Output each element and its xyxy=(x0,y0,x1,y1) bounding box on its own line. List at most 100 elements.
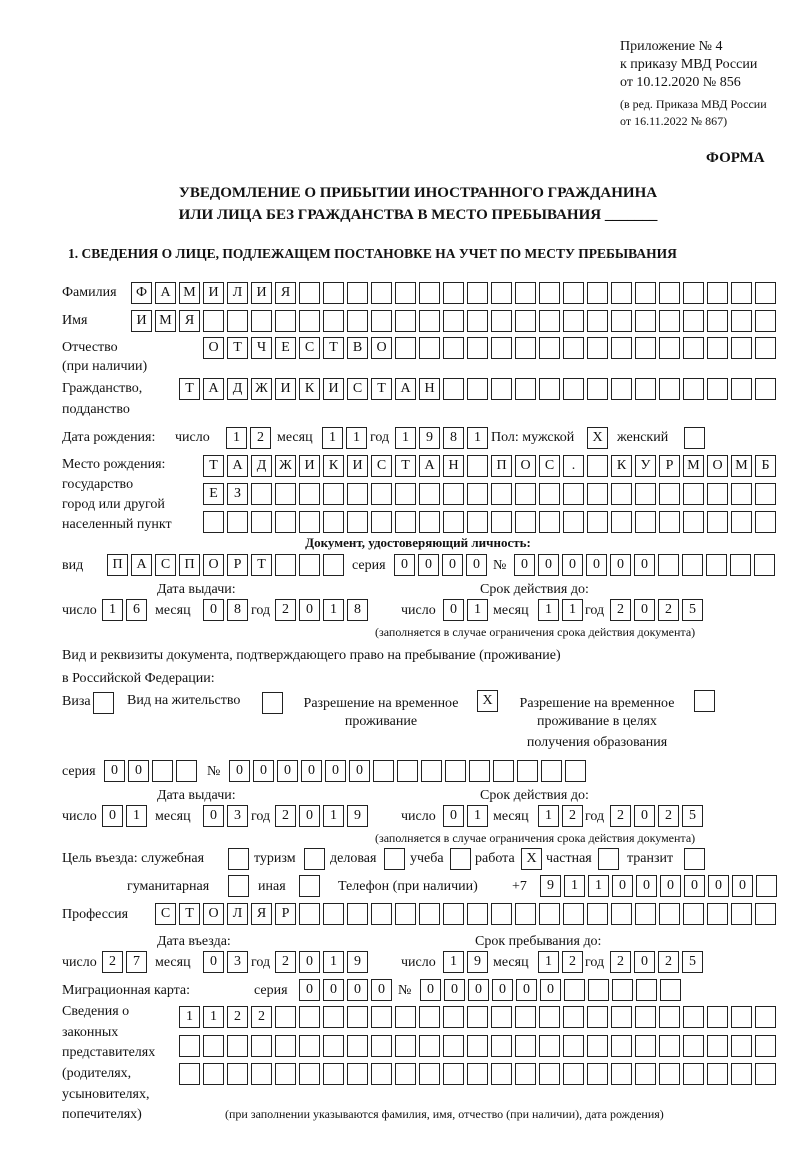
char-cell[interactable]: Р xyxy=(659,455,680,477)
char-cell[interactable] xyxy=(227,511,248,533)
char-cell[interactable] xyxy=(612,979,633,1001)
char-cell[interactable] xyxy=(395,1063,416,1085)
char-cell[interactable]: С xyxy=(155,554,176,576)
char-cell[interactable]: 0 xyxy=(466,554,487,576)
char-cell[interactable] xyxy=(323,554,344,576)
char-cell[interactable]: 0 xyxy=(684,875,705,897)
char-cell[interactable]: У xyxy=(635,455,656,477)
char-cell[interactable] xyxy=(707,1006,728,1028)
char-cell[interactable] xyxy=(515,903,536,925)
char-cell[interactable]: 3 xyxy=(227,805,248,827)
char-cell[interactable] xyxy=(539,903,560,925)
char-cell[interactable] xyxy=(731,310,752,332)
char-cell[interactable] xyxy=(152,760,173,782)
char-cell[interactable] xyxy=(755,378,776,400)
char-cell[interactable] xyxy=(419,1035,440,1057)
char-cell[interactable] xyxy=(755,1006,776,1028)
char-cell[interactable]: 0 xyxy=(323,979,344,1001)
char-cell[interactable] xyxy=(730,554,751,576)
char-cell[interactable] xyxy=(707,1063,728,1085)
char-cell[interactable]: О xyxy=(203,903,224,925)
char-cell[interactable] xyxy=(515,337,536,359)
char-cell[interactable] xyxy=(515,1006,536,1028)
char-cell[interactable]: 2 xyxy=(610,599,631,621)
char-cell[interactable] xyxy=(755,310,776,332)
char-cell[interactable] xyxy=(660,979,681,1001)
char-cell[interactable] xyxy=(587,1035,608,1057)
char-cell[interactable]: 1 xyxy=(564,875,585,897)
char-cell[interactable] xyxy=(635,483,656,505)
char-cell[interactable] xyxy=(635,282,656,304)
char-cell[interactable] xyxy=(179,1035,200,1057)
char-cell[interactable]: 1 xyxy=(538,951,559,973)
char-cell[interactable] xyxy=(563,903,584,925)
char-cell[interactable] xyxy=(299,483,320,505)
char-cell[interactable]: Т xyxy=(323,337,344,359)
char-cell[interactable]: И xyxy=(251,282,272,304)
char-cell[interactable] xyxy=(467,1035,488,1057)
char-cell[interactable] xyxy=(539,282,560,304)
char-cell[interactable]: Т xyxy=(371,378,392,400)
char-cell[interactable] xyxy=(443,378,464,400)
char-cell[interactable] xyxy=(299,875,320,897)
char-cell[interactable]: 1 xyxy=(588,875,609,897)
char-cell[interactable] xyxy=(347,903,368,925)
representatives-row3[interactable] xyxy=(179,1063,776,1085)
char-cell[interactable] xyxy=(563,483,584,505)
char-cell[interactable]: 0 xyxy=(347,979,368,1001)
char-cell[interactable] xyxy=(707,378,728,400)
char-cell[interactable] xyxy=(635,1035,656,1057)
char-cell[interactable] xyxy=(443,1006,464,1028)
char-cell[interactable] xyxy=(587,511,608,533)
char-cell[interactable] xyxy=(563,1035,584,1057)
char-cell[interactable] xyxy=(587,310,608,332)
char-cell[interactable]: К xyxy=(323,455,344,477)
char-cell[interactable]: Ж xyxy=(275,455,296,477)
char-cell[interactable] xyxy=(491,310,512,332)
char-cell[interactable] xyxy=(467,455,488,477)
char-cell[interactable]: И xyxy=(131,310,152,332)
char-cell[interactable] xyxy=(755,337,776,359)
char-cell[interactable]: О xyxy=(707,455,728,477)
char-cell[interactable] xyxy=(563,511,584,533)
char-cell[interactable] xyxy=(587,337,608,359)
char-cell[interactable]: 2 xyxy=(250,427,271,449)
char-cell[interactable] xyxy=(491,903,512,925)
char-cell[interactable] xyxy=(419,337,440,359)
char-cell[interactable]: И xyxy=(275,378,296,400)
char-cell[interactable] xyxy=(371,483,392,505)
char-cell[interactable] xyxy=(443,282,464,304)
char-cell[interactable] xyxy=(395,483,416,505)
char-cell[interactable] xyxy=(683,483,704,505)
char-cell[interactable] xyxy=(347,1035,368,1057)
char-cell[interactable] xyxy=(587,1063,608,1085)
char-cell[interactable]: 2 xyxy=(658,805,679,827)
char-cell[interactable] xyxy=(539,1063,560,1085)
char-cell[interactable] xyxy=(419,1006,440,1028)
char-cell[interactable] xyxy=(251,1063,272,1085)
char-cell[interactable]: 2 xyxy=(275,805,296,827)
char-cell[interactable] xyxy=(299,1063,320,1085)
char-cell[interactable] xyxy=(539,511,560,533)
char-cell[interactable] xyxy=(491,378,512,400)
char-cell[interactable] xyxy=(694,690,715,712)
char-cell[interactable] xyxy=(707,282,728,304)
char-cell[interactable]: 0 xyxy=(418,554,439,576)
char-cell[interactable]: 1 xyxy=(443,951,464,973)
char-cell[interactable]: 0 xyxy=(349,760,370,782)
char-cell[interactable] xyxy=(731,483,752,505)
char-cell[interactable]: 1 xyxy=(102,599,123,621)
char-cell[interactable] xyxy=(251,310,272,332)
char-cell[interactable] xyxy=(635,310,656,332)
